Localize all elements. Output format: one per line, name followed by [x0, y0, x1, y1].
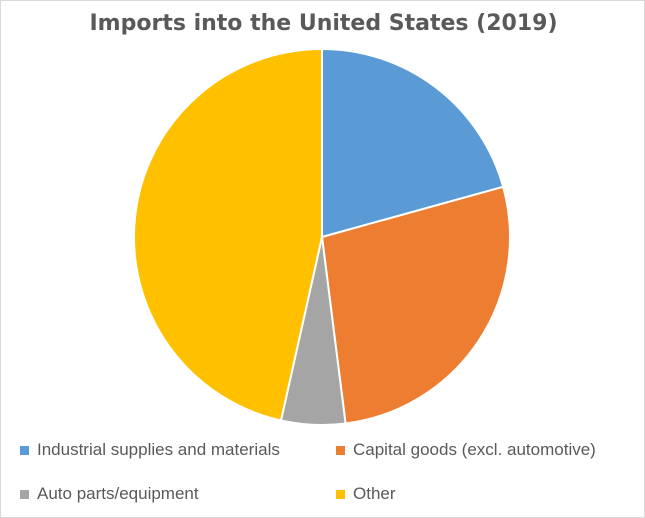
pie-slice-industrial: [321, 47, 505, 239]
pie-slice-capital: [320, 185, 511, 425]
pie-slice-other: [133, 47, 323, 422]
chart-title: Imports into the United States (2019): [89, 11, 558, 36]
